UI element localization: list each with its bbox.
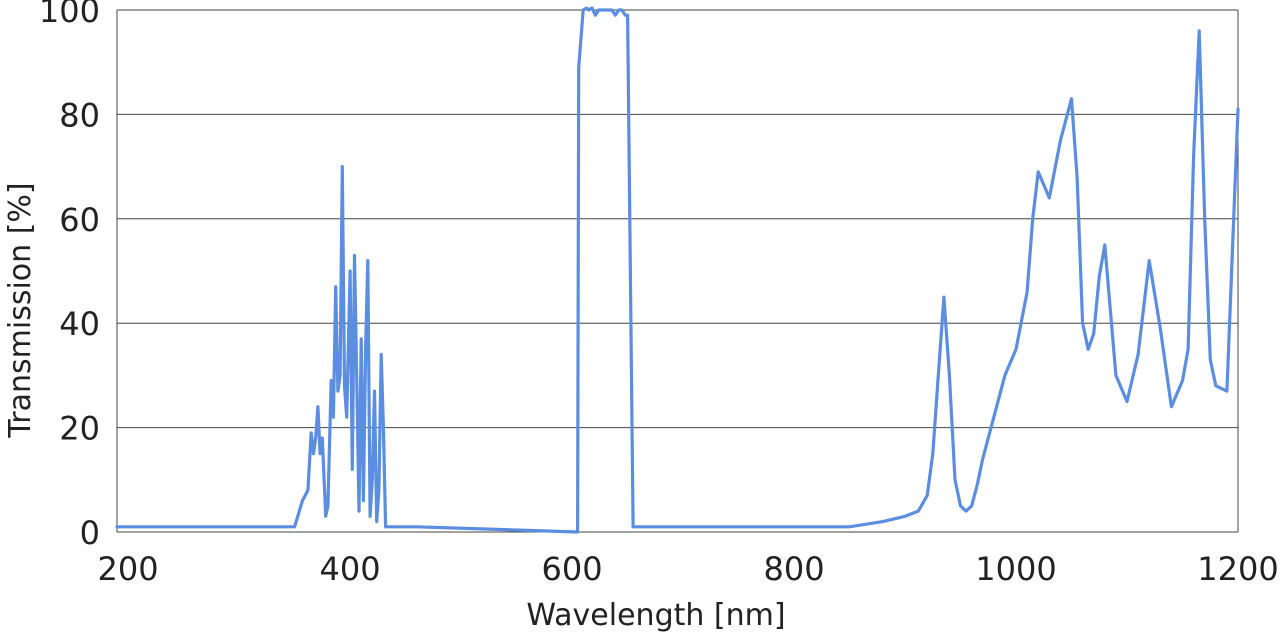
x-axis-ticks: 200 400 600 800 1000 1200	[98, 550, 1279, 588]
y-tick-label: 20	[59, 410, 100, 448]
x-axis-label: Wavelength [nm]	[526, 598, 785, 633]
y-tick-label: 40	[59, 305, 100, 343]
x-tick-label: 1000	[975, 550, 1056, 588]
x-tick-label: 800	[764, 550, 825, 588]
grid-layer	[116, 9, 1239, 533]
x-tick-label: 400	[320, 550, 381, 588]
y-axis-label: Transmission [%]	[3, 182, 38, 438]
y-tick-label: 60	[59, 201, 100, 239]
transmission-series-line	[115, 6, 1240, 534]
x-tick-label: 600	[542, 550, 603, 588]
y-tick-label: 80	[59, 96, 100, 134]
y-tick-label: 100	[39, 0, 100, 30]
x-tick-label: 200	[98, 550, 159, 588]
y-axis-ticks: 0 20 40 60 80 100	[39, 0, 100, 552]
x-tick-label: 1200	[1197, 550, 1278, 588]
y-tick-label: 0	[80, 514, 100, 552]
